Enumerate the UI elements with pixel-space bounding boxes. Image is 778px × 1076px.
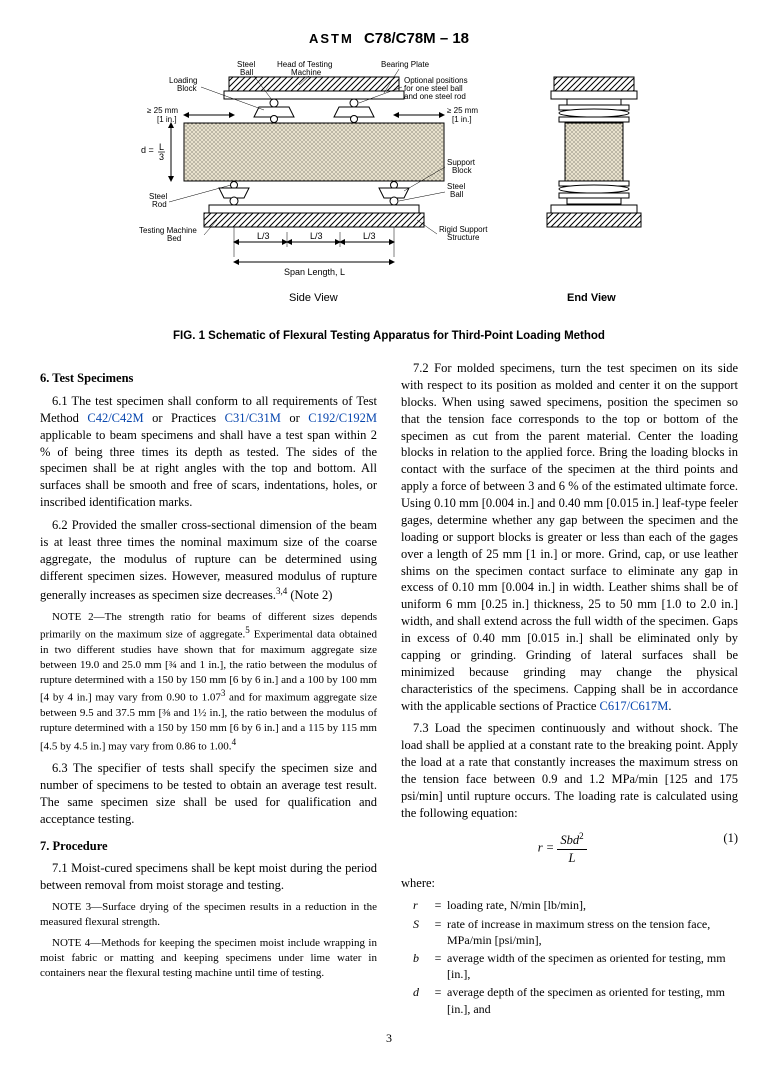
figure-1: L/3 L/3 L/3 Span Length, L d = L 3 ≥ 25 … (40, 57, 738, 326)
svg-text:and one steel rod: and one steel rod (404, 92, 466, 101)
svg-text:Block: Block (452, 166, 473, 175)
where-row: r=loading rate, N/min [lb/min], (413, 897, 738, 913)
svg-text:Machine: Machine (291, 68, 322, 77)
svg-text:≥ 25 mm: ≥ 25 mm (147, 106, 178, 115)
svg-text:L/3: L/3 (363, 231, 376, 241)
svg-text:d =: d = (141, 145, 154, 155)
section-7-title: 7. Procedure (40, 838, 377, 855)
svg-text:L: L (159, 142, 164, 152)
note-4: NOTE 4—Methods for keeping the specimen … (40, 936, 377, 981)
section-6-title: 6. Test Specimens (40, 370, 377, 387)
para-7-1: 7.1 Moist-cured specimens shall be kept … (40, 860, 377, 894)
figure-caption: FIG. 1 Schematic of Flexural Testing App… (40, 330, 738, 342)
where-label: where: (401, 875, 738, 892)
para-7-2: 7.2 For molded specimens, turn the test … (401, 360, 738, 714)
astm-logo: ASTM (309, 31, 354, 46)
link-c42[interactable]: C42/C42M (87, 411, 143, 425)
figure-svg: L/3 L/3 L/3 Span Length, L d = L 3 ≥ 25 … (109, 57, 669, 322)
svg-text:≥ 25 mm: ≥ 25 mm (447, 106, 478, 115)
link-c192[interactable]: C192/C192M (308, 411, 377, 425)
svg-text:L/3: L/3 (257, 231, 270, 241)
svg-text:[1 in.]: [1 in.] (452, 115, 472, 124)
svg-text:Ball: Ball (240, 68, 254, 77)
body-columns: 6. Test Specimens 6.1 The test specimen … (40, 360, 738, 1017)
svg-text:L/3: L/3 (310, 231, 323, 241)
svg-text:End View: End View (567, 292, 616, 304)
svg-text:[1 in.]: [1 in.] (157, 115, 177, 124)
svg-text:Rod: Rod (152, 200, 167, 209)
note-2: NOTE 2—The strength ratio for beams of d… (40, 610, 377, 755)
svg-text:Block: Block (177, 84, 198, 93)
where-row: b=average width of the specimen as orien… (413, 950, 738, 982)
link-c31[interactable]: C31/C31M (225, 411, 281, 425)
para-6-3: 6.3 The specifier of tests shall specify… (40, 760, 377, 828)
para-6-2: 6.2 Provided the smaller cross-sectional… (40, 517, 377, 604)
para-7-3: 7.3 Load the specimen continuously and w… (401, 720, 738, 821)
svg-text:Structure: Structure (447, 233, 480, 242)
para-6-1: 6.1 The test specimen shall conform to a… (40, 393, 377, 511)
svg-text:3: 3 (159, 152, 164, 162)
equation-1: r = Sbd2L (1) (401, 830, 738, 867)
svg-text:Bearing Plate: Bearing Plate (381, 60, 430, 69)
note-3: NOTE 3—Surface drying of the specimen re… (40, 900, 377, 930)
page-header: ASTM C78/C78M – 18 (40, 30, 738, 47)
where-row: d=average depth of the specimen as orien… (413, 984, 738, 1016)
link-c617[interactable]: C617/C617M (600, 699, 669, 713)
designation: C78/C78M – 18 (364, 30, 469, 47)
svg-text:Span Length, L: Span Length, L (284, 267, 345, 277)
svg-text:Bed: Bed (167, 234, 181, 243)
where-row: S=rate of increase in maximum stress on … (413, 916, 738, 948)
where-definitions: r=loading rate, N/min [lb/min], S=rate of… (401, 897, 738, 1016)
svg-text:Side View: Side View (289, 292, 338, 304)
svg-text:Ball: Ball (450, 190, 464, 199)
page-number: 3 (40, 1031, 738, 1046)
